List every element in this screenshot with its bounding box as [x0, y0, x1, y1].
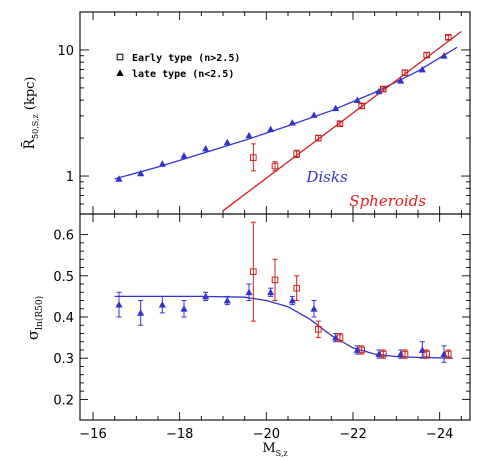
- data-point-square: [315, 134, 322, 142]
- data-point-square: [336, 120, 344, 128]
- data-point-square: [401, 69, 409, 77]
- data-point-square: [401, 350, 409, 358]
- data-point-square: [336, 334, 344, 341]
- legend-marker-triangle: [116, 69, 124, 76]
- data-point-triangle: [310, 111, 318, 118]
- data-point-square: [250, 154, 257, 161]
- data-point-triangle: [137, 309, 145, 316]
- x-tick-label: −20: [253, 427, 280, 442]
- data-point-square: [445, 350, 452, 358]
- data-point-square: [271, 162, 279, 170]
- data-point-square: [380, 350, 387, 358]
- label-unit: (kpc): [23, 77, 38, 115]
- y-tick-label: 1: [66, 170, 74, 185]
- data-point-triangle: [158, 160, 166, 167]
- label-subscript: S,z: [276, 449, 288, 458]
- legend-marker-square: [116, 53, 124, 61]
- y-tick-label: 0.4: [53, 311, 74, 326]
- label-main: M: [262, 441, 275, 456]
- x-axis-label: MS,z: [262, 441, 287, 458]
- data-point-square: [445, 34, 452, 41]
- bottom-y-axis-label: σln(R50): [24, 296, 45, 340]
- data-point-square: [315, 326, 322, 333]
- x-tick-label: −18: [166, 427, 193, 442]
- data-point-triangle: [440, 52, 448, 59]
- data-point-square: [423, 51, 430, 59]
- data-point-triangle: [353, 96, 361, 104]
- data-point-triangle: [137, 169, 145, 177]
- data-point-triangle: [115, 301, 123, 308]
- data-point-triangle: [267, 125, 275, 133]
- data-point-square: [293, 150, 300, 158]
- y-tick-label: 0.5: [53, 270, 74, 285]
- annotation-spheroids: Spheroids: [349, 192, 426, 210]
- y-tick-label: 0.6: [53, 229, 74, 244]
- data-point-triangle: [245, 288, 253, 296]
- data-point-triangle: [245, 131, 253, 139]
- data-point-triangle: [310, 305, 318, 312]
- data-point-triangle: [397, 77, 405, 84]
- x-tick-label: −24: [426, 427, 453, 442]
- y-tick-label: 10: [57, 44, 74, 59]
- data-point-triangle: [202, 145, 210, 152]
- data-point-triangle: [418, 65, 426, 73]
- data-point-triangle: [202, 292, 210, 300]
- label-sigma: σ: [24, 330, 42, 340]
- data-point-triangle: [288, 119, 296, 126]
- top-panel: 1 10 Early type (n>2.5) late type (n<2.5) Di…: [57, 11, 471, 215]
- data-point-triangle: [115, 175, 123, 182]
- data-point-triangle: [375, 87, 383, 95]
- bottom-panel: −16 −18 −20 −22 −24 0.2 0.3 0.4 0.5 0.6: [53, 213, 471, 442]
- data-point-square: [423, 350, 430, 358]
- data-point-triangle: [180, 305, 188, 312]
- data-point-square: [271, 276, 279, 284]
- bottom-y-axis-label-text: σln(R50): [24, 296, 45, 340]
- label-subscript: ln(R50): [34, 296, 45, 330]
- x-tick-label: −16: [79, 427, 106, 442]
- data-point-square: [250, 268, 257, 275]
- bottom-fit-line-0: [114, 295, 453, 359]
- x-tick-label: −22: [339, 427, 366, 442]
- data-point-square: [293, 284, 300, 292]
- top-y-axis-label: R̄50,S,z (kpc): [20, 77, 40, 150]
- data-point-square: [358, 346, 365, 354]
- data-point-triangle: [288, 296, 296, 304]
- top-fit-line-0: [114, 46, 458, 180]
- data-point-square: [358, 102, 365, 110]
- y-tick-label: 0.2: [53, 393, 74, 408]
- data-point-triangle: [267, 288, 275, 296]
- data-point-triangle: [158, 301, 166, 308]
- data-point-triangle: [332, 104, 340, 112]
- label-main: R̄: [20, 139, 38, 150]
- legend-entry-label: Early type (n>2.5): [132, 53, 240, 64]
- data-point-triangle: [223, 296, 231, 304]
- top-y-axis-label-text: R̄50,S,z (kpc): [20, 77, 40, 150]
- label-subscript: 50,S,z: [31, 114, 40, 139]
- data-point-triangle: [223, 138, 231, 146]
- y-tick-label: 0.3: [53, 352, 74, 367]
- data-point-triangle: [180, 152, 188, 159]
- legend-entry-label: late type (n<2.5): [132, 69, 234, 80]
- annotation-disks: Disks: [305, 168, 348, 186]
- data-point-square: [380, 85, 387, 93]
